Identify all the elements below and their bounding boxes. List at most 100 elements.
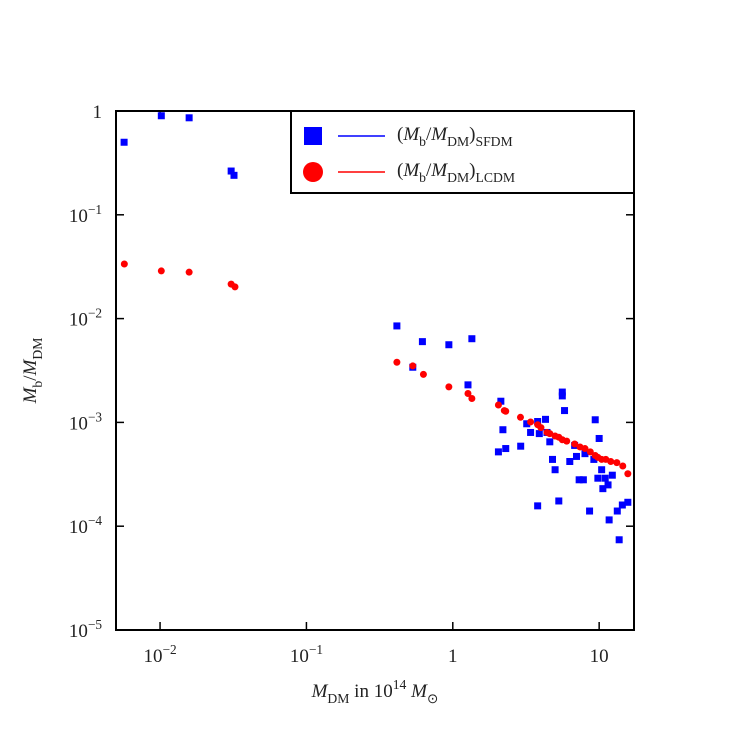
point	[464, 381, 472, 389]
legend-label: (Mb/MDM)SFDM	[397, 124, 513, 149]
point	[419, 370, 427, 378]
point	[555, 497, 563, 505]
point	[534, 502, 542, 510]
x-tick-label: 10−1	[290, 642, 323, 667]
point	[494, 448, 502, 456]
point	[516, 413, 524, 421]
text-part: M	[410, 681, 428, 702]
point	[595, 434, 603, 442]
point	[542, 415, 550, 423]
y-axis-label: Mb/MDM	[20, 338, 45, 405]
point	[608, 471, 616, 479]
point	[393, 358, 401, 366]
point	[615, 536, 623, 544]
tick-base: 10	[290, 646, 309, 667]
point	[502, 407, 510, 415]
text-part: M	[20, 386, 41, 404]
point	[230, 171, 238, 179]
point	[157, 267, 165, 275]
point	[517, 442, 525, 450]
text-part: M	[20, 358, 41, 376]
point	[523, 420, 531, 428]
point	[445, 383, 453, 391]
point	[604, 481, 612, 489]
legend-marker	[303, 162, 323, 182]
tick-base: 10	[69, 206, 88, 227]
tick-power: −1	[88, 202, 102, 217]
point	[605, 516, 613, 524]
y-tick-label: 10−3	[69, 409, 102, 434]
tick-power: −3	[88, 409, 102, 424]
point	[613, 459, 621, 467]
point	[558, 388, 566, 396]
point	[409, 362, 417, 370]
tick-power: −1	[309, 642, 323, 657]
point	[575, 476, 583, 484]
point	[571, 440, 579, 448]
point	[594, 474, 602, 482]
point	[619, 462, 627, 470]
legend-box	[290, 110, 635, 194]
point	[586, 448, 594, 456]
text-part: b	[30, 381, 45, 388]
text-part: (	[397, 124, 403, 145]
point	[185, 114, 193, 122]
tick-power: −2	[162, 642, 176, 657]
point	[527, 418, 535, 426]
point	[581, 450, 589, 458]
point	[445, 341, 453, 349]
text-part: DM	[30, 338, 45, 360]
tick-power: −2	[88, 306, 102, 321]
point	[561, 407, 569, 415]
point	[613, 507, 621, 515]
text-part: )	[469, 124, 475, 145]
x-axis-label: MDM in 1014 M⊙	[311, 677, 439, 706]
point	[590, 455, 598, 463]
y-tick-label: 10−4	[69, 513, 102, 538]
point	[546, 438, 554, 446]
point	[601, 474, 609, 482]
y-tick-label: 10−5	[69, 617, 102, 642]
text-part: /	[426, 160, 432, 181]
point	[563, 437, 571, 445]
text-part: DM	[327, 691, 349, 706]
point	[468, 394, 476, 402]
x-tick-label: 10	[590, 646, 609, 667]
point	[551, 466, 559, 474]
point	[586, 507, 594, 515]
tick-power: −5	[88, 617, 102, 632]
point	[468, 335, 476, 343]
text-part: /	[20, 375, 41, 381]
point	[494, 401, 502, 409]
y-tick-label: 10−2	[69, 306, 102, 331]
point	[537, 424, 545, 432]
text-part: LCDM	[475, 170, 515, 185]
point	[607, 458, 615, 466]
point	[120, 260, 128, 268]
point	[231, 283, 239, 291]
text-part: M	[402, 124, 420, 145]
tick-base: 10	[69, 621, 88, 642]
legend-label: (Mb/MDM)LCDM	[397, 160, 515, 185]
text-part: )	[469, 160, 475, 181]
point	[227, 167, 235, 175]
tick-power: −4	[88, 513, 102, 528]
text-part: b	[419, 134, 426, 149]
point	[527, 428, 535, 436]
point	[418, 338, 426, 346]
point	[579, 476, 587, 484]
text-part: DM	[447, 170, 469, 185]
point	[618, 501, 626, 509]
point	[624, 470, 632, 478]
legend-marker	[304, 127, 322, 145]
point	[120, 138, 128, 146]
point	[157, 112, 165, 120]
text-part: M	[402, 160, 420, 181]
text-part: (	[397, 160, 403, 181]
point	[497, 397, 505, 405]
point	[591, 416, 599, 424]
point	[185, 268, 193, 276]
text-part: in 10	[349, 681, 392, 702]
